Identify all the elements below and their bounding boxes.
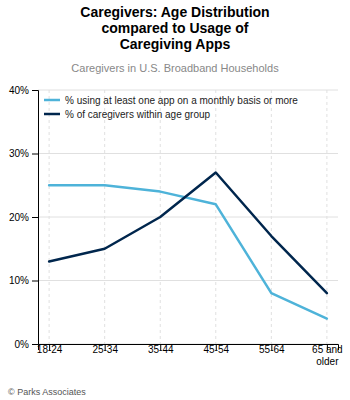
- x-tick-label: 35-44: [148, 344, 174, 355]
- y-tick-mark: [32, 154, 38, 155]
- y-tick-label: 20%: [9, 212, 29, 223]
- grid-line-x: [326, 90, 327, 344]
- chart: Caregivers: Age Distributioncompared to …: [0, 0, 350, 400]
- x-tick-label-line: older: [316, 356, 339, 367]
- grid-line-y: [38, 217, 338, 218]
- plot: 0% 10% 20% 30% 40% 18-24 25-34 35-44 45-54 55-64 6…: [9, 85, 343, 367]
- y-tick-mark: [32, 90, 38, 91]
- x-tick: 55-64: [259, 344, 285, 355]
- x-tick-label-line: 55-64: [259, 344, 285, 355]
- x-tick-label: 25-34: [92, 344, 118, 355]
- x-tick-label-line: 35-44: [148, 344, 174, 355]
- grid-line-x: [104, 90, 105, 344]
- footer: © Parks Associates: [8, 387, 86, 397]
- x-tick: 45-54: [203, 344, 229, 355]
- y-tick-mark: [32, 281, 38, 282]
- x-tick: 65 andolder: [312, 344, 343, 367]
- y-tick: 0%: [15, 339, 38, 350]
- legend: % using at least one app on a monthly ba…: [44, 95, 298, 120]
- line: [49, 173, 327, 294]
- legend-swatch: [44, 113, 60, 116]
- x-tick: 18-24: [37, 344, 63, 355]
- x-tick-label-line: 25-34: [92, 344, 118, 355]
- grid: [38, 90, 338, 344]
- y-axis-line: [32, 91, 39, 345]
- x-tick-label: 18-24: [37, 344, 63, 355]
- title-line: Caregiving Apps: [120, 36, 231, 52]
- x-tick-label-line: 18-24: [37, 344, 63, 355]
- grid-line-x: [49, 90, 50, 344]
- y-tick-label: 0%: [15, 339, 30, 350]
- x-tick-label: 45-54: [203, 344, 229, 355]
- x-tick-label-line: 65 and: [312, 344, 343, 355]
- y-axis: 0% 10% 20% 30% 40%: [9, 85, 39, 350]
- title-line: Caregivers: Age Distribution: [80, 4, 269, 20]
- grid-line-x: [271, 90, 272, 344]
- x-axis: 18-24 25-34 35-44 45-54 55-64 65 andolder: [37, 344, 343, 367]
- y-tick-label: 30%: [9, 148, 29, 159]
- grid-line-y: [38, 90, 338, 91]
- y-tick-label: 40%: [9, 85, 29, 96]
- x-tick-label-line: 45-54: [203, 344, 229, 355]
- series-group: [49, 173, 327, 319]
- x-tick-label: 65 andolder: [312, 344, 343, 367]
- title: Caregivers: Age Distributioncompared to …: [80, 4, 269, 52]
- legend-label: % of caregivers within age group: [65, 109, 211, 120]
- title-line: compared to Usage of: [101, 20, 248, 36]
- legend-item: % of caregivers within age group: [44, 109, 211, 120]
- x-tick: 35-44: [148, 344, 174, 355]
- x-axis-line: [39, 345, 339, 351]
- x-tick: 25-34: [92, 344, 118, 355]
- y-tick-label: 10%: [9, 275, 29, 286]
- legend-item: % using at least one app on a monthly ba…: [44, 95, 298, 106]
- x-tick-label: 55-64: [259, 344, 285, 355]
- y-tick-mark: [32, 217, 38, 218]
- grid-line-y: [38, 153, 338, 154]
- grid-line-y: [38, 280, 338, 281]
- y-tick: 40%: [9, 85, 38, 96]
- y-tick: 10%: [9, 275, 38, 286]
- legend-swatch: [44, 99, 60, 102]
- y-tick: 20%: [9, 212, 38, 223]
- y-tick: 30%: [9, 148, 38, 159]
- legend-label: % using at least one app on a monthly ba…: [65, 95, 298, 106]
- subtitle: Caregivers in U.S. Broadband Households: [71, 62, 279, 74]
- grid-line-x: [215, 90, 216, 344]
